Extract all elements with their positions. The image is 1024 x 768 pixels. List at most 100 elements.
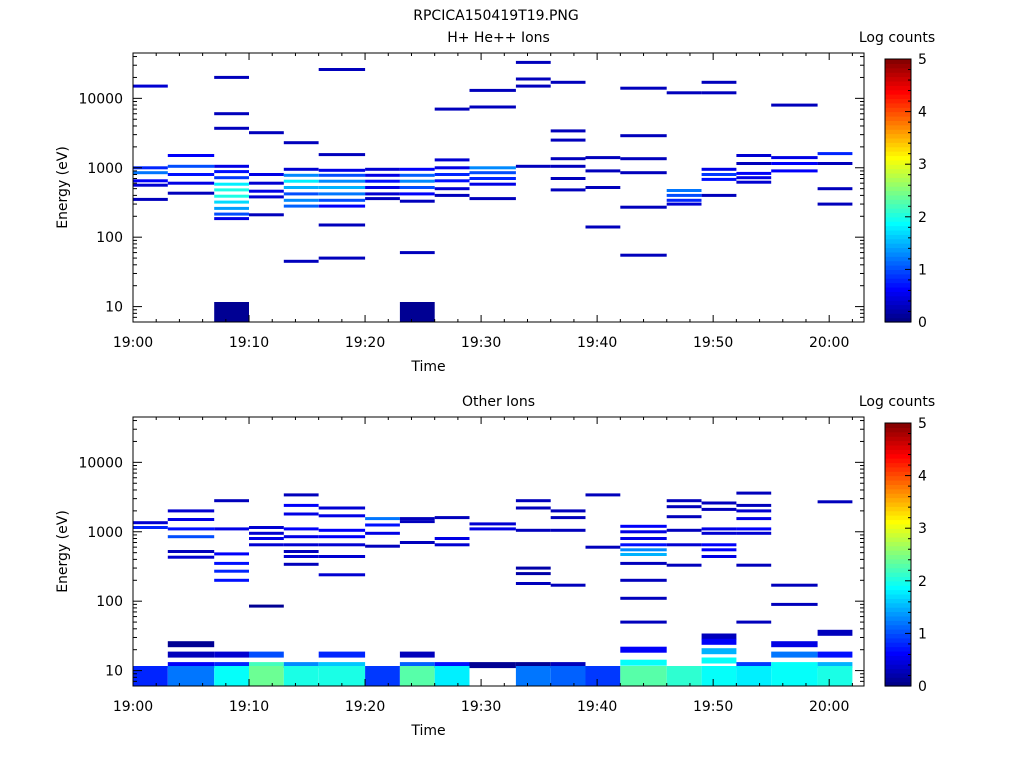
colorbar-segment bbox=[885, 528, 911, 534]
colorbar-segment bbox=[885, 536, 911, 542]
heatmap-cell bbox=[771, 666, 818, 686]
colorbar-segment bbox=[885, 506, 911, 512]
heatmap-cell bbox=[214, 182, 249, 186]
heatmap-cell bbox=[550, 516, 586, 520]
heatmap-cell bbox=[817, 500, 853, 504]
heatmap-cell bbox=[701, 555, 737, 558]
heatmap-cell bbox=[620, 578, 667, 582]
colorbar-segment bbox=[885, 172, 911, 178]
colorbar-segment bbox=[885, 181, 911, 187]
heatmap-cell bbox=[620, 157, 667, 161]
heatmap-cell bbox=[167, 555, 215, 559]
heatmap-cell bbox=[283, 550, 319, 553]
x-axis: 19:00 19:10 19:20 19:30 19:40 19:50 20:00 Time bbox=[113, 417, 853, 739]
colorbar-segment bbox=[885, 668, 911, 674]
colorbar-segment bbox=[885, 646, 911, 652]
colorbar-label: Log counts bbox=[859, 30, 935, 46]
heatmap-cell bbox=[249, 531, 284, 535]
colorbar-tick-label: 5 bbox=[918, 52, 927, 68]
y-tick-label: 100 bbox=[96, 230, 123, 246]
heatmap-cell bbox=[133, 84, 168, 88]
heatmap-cell bbox=[585, 666, 621, 686]
colorbar-segment bbox=[885, 194, 911, 200]
heatmap-cell bbox=[434, 516, 470, 520]
heatmap-cell bbox=[701, 548, 737, 552]
heatmap-cell bbox=[318, 543, 366, 547]
heatmap-cell bbox=[133, 171, 168, 175]
heatmap-cell bbox=[736, 563, 772, 567]
colorbar-segment bbox=[885, 234, 911, 240]
colorbar-segment bbox=[885, 142, 911, 148]
colorbar-segment bbox=[885, 501, 911, 507]
heatmap-cell bbox=[550, 129, 586, 133]
y-tick-label: 10000 bbox=[78, 91, 123, 107]
colorbar-segment bbox=[885, 431, 911, 437]
colorbar-segment bbox=[885, 229, 911, 235]
heatmap-cell bbox=[167, 154, 215, 157]
heatmap-cell bbox=[214, 561, 249, 565]
heatmap-cell bbox=[318, 528, 366, 532]
heatmap-cell bbox=[771, 583, 818, 587]
colorbar-segment bbox=[885, 124, 911, 130]
heatmap-cell bbox=[434, 158, 470, 162]
heatmap-cell bbox=[771, 103, 818, 107]
colorbar-segment bbox=[885, 168, 911, 174]
colorbar-segment bbox=[885, 190, 911, 196]
x-tick-label: 19:40 bbox=[577, 335, 617, 351]
heatmap-cell bbox=[469, 182, 516, 186]
colorbar-segment bbox=[885, 637, 911, 643]
colorbar-segment bbox=[885, 67, 911, 73]
heatmap-cell bbox=[318, 514, 366, 518]
heatmap-cell bbox=[283, 662, 319, 669]
colorbar-segment bbox=[885, 212, 911, 218]
heatmap-cell bbox=[701, 80, 737, 84]
heatmap-cell bbox=[214, 569, 249, 573]
colorbar-segment bbox=[885, 155, 911, 161]
heatmap-cell bbox=[817, 202, 853, 206]
heatmap-cell bbox=[283, 503, 319, 507]
heatmap-cell bbox=[550, 662, 586, 669]
colorbar-segment bbox=[885, 611, 911, 617]
heatmap-cell bbox=[283, 543, 319, 547]
heatmap-cell bbox=[434, 543, 470, 547]
heatmap-cell bbox=[133, 666, 168, 686]
heatmap-cell bbox=[817, 152, 853, 156]
heatmap-cell bbox=[736, 176, 772, 180]
heatmap-cell bbox=[399, 192, 435, 196]
colorbar-segment bbox=[885, 479, 911, 485]
heatmap-cell bbox=[736, 171, 772, 175]
heatmap-cell bbox=[666, 543, 702, 547]
colorbar-tick-label: 5 bbox=[918, 416, 927, 432]
colorbar-segment bbox=[885, 642, 911, 648]
heatmap-cell bbox=[214, 188, 249, 192]
heatmap-cell bbox=[736, 180, 772, 184]
colorbar-segment bbox=[885, 265, 911, 270]
heatmap-cell bbox=[701, 177, 737, 181]
colorbar-frame bbox=[884, 58, 912, 323]
heatmap-cell bbox=[167, 518, 215, 521]
heatmap-cell bbox=[214, 651, 249, 658]
heatmap-cell bbox=[666, 198, 702, 202]
colorbar-segment bbox=[885, 243, 911, 249]
colorbar-segment bbox=[885, 629, 911, 634]
heatmap-cell bbox=[469, 177, 516, 180]
y-tick-label: 1000 bbox=[87, 525, 123, 541]
heatmap-cell bbox=[133, 179, 168, 183]
x-axis: 19:00 19:10 19:20 19:30 19:40 19:50 20:00 Time bbox=[113, 53, 853, 375]
colorbar-segment bbox=[885, 260, 911, 266]
heatmap-cell bbox=[701, 507, 737, 511]
heatmap-cell bbox=[249, 213, 284, 217]
heatmap-cell bbox=[666, 189, 702, 192]
heatmap-cell bbox=[214, 499, 249, 503]
colorbar-tick-label: 2 bbox=[918, 574, 927, 590]
heatmap-cell bbox=[434, 193, 470, 197]
colorbar-segment bbox=[885, 120, 911, 126]
heatmap-cell bbox=[214, 200, 249, 204]
heatmap-cell bbox=[817, 629, 853, 636]
heatmap-cell bbox=[167, 181, 215, 185]
heatmap-cell bbox=[249, 651, 284, 658]
colorbar-segment bbox=[885, 567, 911, 573]
heatmap-cell bbox=[515, 528, 551, 532]
y-axis: 10 100 1000 10000 Energy (eV) bbox=[55, 56, 864, 323]
